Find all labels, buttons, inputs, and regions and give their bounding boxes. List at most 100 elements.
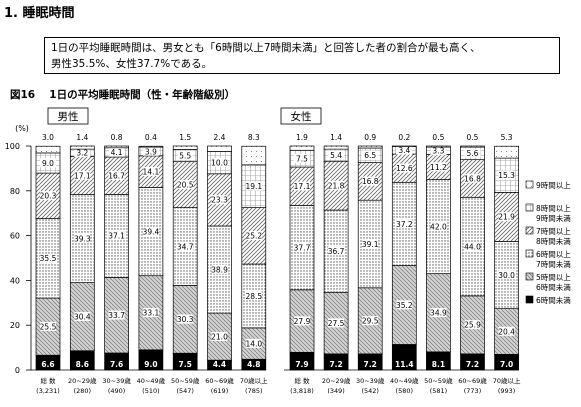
data-label-bg — [362, 150, 379, 160]
data-label-bg — [108, 310, 125, 320]
data-label-bg — [40, 191, 56, 201]
data-label: 12.6 — [396, 164, 413, 173]
category-label: 30~39歳 — [102, 376, 131, 385]
data-label: 4.8 — [247, 360, 260, 369]
category-label: 50~59歳 — [171, 376, 200, 385]
bar-segment — [207, 145, 232, 152]
legend-label: 9時間未満 — [536, 213, 571, 223]
data-label: 8.1 — [432, 360, 445, 369]
category-count-label: (510) — [142, 387, 159, 395]
data-label-bg — [328, 150, 345, 160]
data-label-bg — [430, 146, 447, 156]
bar-segment — [494, 145, 519, 159]
data-label: 10.0 — [211, 158, 228, 167]
data-label-bg — [430, 162, 447, 172]
data-label: 36.7 — [328, 247, 345, 256]
legend-swatch — [525, 226, 534, 235]
data-label: 23.3 — [211, 196, 228, 205]
y-tick-label: 0 — [15, 366, 20, 375]
category-label: 20~29歳 — [68, 376, 97, 385]
data-label: 7.9 — [295, 360, 308, 369]
data-label-bg — [74, 233, 91, 243]
data-label: 25.2 — [245, 232, 262, 241]
data-label-bg — [294, 153, 310, 163]
category-count-label: (993) — [498, 387, 515, 395]
data-label-bg — [108, 231, 125, 241]
data-label: 20.3 — [40, 192, 57, 201]
data-label: 0.5 — [467, 133, 479, 142]
category-label: 70歳以上 — [493, 376, 521, 385]
data-label: 30.3 — [177, 315, 194, 324]
data-label-bg — [464, 241, 481, 251]
data-label-bg — [142, 226, 159, 236]
data-label-bg — [294, 316, 310, 326]
data-label: 4.1 — [111, 148, 123, 157]
category-count-label: (3,818) — [290, 387, 314, 395]
data-label-bg — [177, 314, 194, 324]
data-label: 30.0 — [498, 271, 515, 280]
data-label: 5.3 — [501, 133, 513, 142]
data-label-bg — [396, 163, 413, 173]
data-label-bg — [328, 180, 345, 190]
y-tick-label: 20 — [10, 321, 20, 330]
data-label: 39.3 — [74, 234, 91, 243]
data-label-bg — [430, 221, 447, 231]
data-label: 21.0 — [211, 332, 228, 341]
section-heading: 1. 睡眠時間 — [4, 6, 75, 21]
bar-segment — [426, 145, 451, 148]
data-label: 16.8 — [464, 174, 481, 183]
data-label-bg — [177, 150, 194, 160]
data-label-bg — [294, 242, 310, 252]
data-label: 3.9 — [145, 147, 157, 156]
category-count-label: (280) — [74, 387, 91, 395]
data-label: 0.4 — [145, 133, 157, 142]
data-label: 19.1 — [245, 182, 262, 191]
data-label: 25.5 — [40, 322, 57, 331]
category-label: 70歳以上 — [240, 376, 268, 385]
legend-swatch — [525, 272, 534, 281]
data-label: 15.3 — [498, 171, 515, 180]
data-label: 1.4 — [76, 133, 88, 142]
data-label-bg — [142, 146, 159, 156]
data-label-bg — [245, 181, 262, 191]
y-tick-label: 40 — [10, 276, 20, 285]
data-label-bg — [464, 320, 481, 330]
data-label-bg — [396, 219, 413, 229]
data-label-bg — [74, 170, 91, 180]
data-label: 11.4 — [395, 360, 414, 369]
data-label: 37.1 — [108, 232, 125, 241]
legend-label: 8時間未満 — [536, 236, 571, 246]
data-label: 2.4 — [214, 133, 226, 142]
legend-label: 7時間以上 — [536, 227, 571, 236]
data-label-bg — [245, 291, 262, 301]
panel-title-box — [47, 107, 89, 125]
data-label-bg — [211, 195, 228, 205]
panel-title-box — [280, 107, 322, 125]
data-label: 30.4 — [74, 312, 91, 321]
summary-line-1: 1日の平均睡眠時間は、男女とも「6時間以上7時間未満」と回答した者の割合が最も高… — [51, 42, 481, 54]
data-label-bg — [142, 166, 159, 176]
data-label-bg — [294, 181, 310, 191]
data-label: 7.6 — [110, 360, 123, 369]
summary-line-2: 男性35.5%、女性37.7%である。 — [51, 58, 213, 70]
data-label-bg — [498, 212, 515, 222]
category-count-label: (3,231) — [36, 387, 60, 395]
data-label-bg — [396, 300, 413, 310]
bar-segment — [241, 145, 267, 166]
data-label: 14.0 — [245, 339, 262, 348]
data-label: 7.5 — [296, 154, 308, 163]
y-tick-label: 60 — [10, 232, 20, 241]
data-label: 35.2 — [396, 301, 413, 310]
data-label: 3.3 — [432, 147, 444, 156]
data-label: 1.5 — [179, 133, 191, 142]
legend-label: 6時間以上 — [536, 250, 571, 259]
data-label: 3.2 — [76, 149, 88, 158]
data-label: 6.5 — [364, 151, 376, 160]
data-label-bg — [245, 338, 262, 348]
category-label: 40~49歳 — [390, 376, 419, 385]
category-label: 40~49歳 — [137, 376, 166, 385]
data-label: 11.2 — [430, 163, 447, 172]
chart-layer: (%) 0 20 40 60 80 100 男性 6.6 25.5 35.5 20.3 9.0 3.0 総 … — [5, 107, 571, 395]
data-label: 21.8 — [328, 181, 345, 190]
category-label: 60~69歳 — [205, 376, 234, 385]
